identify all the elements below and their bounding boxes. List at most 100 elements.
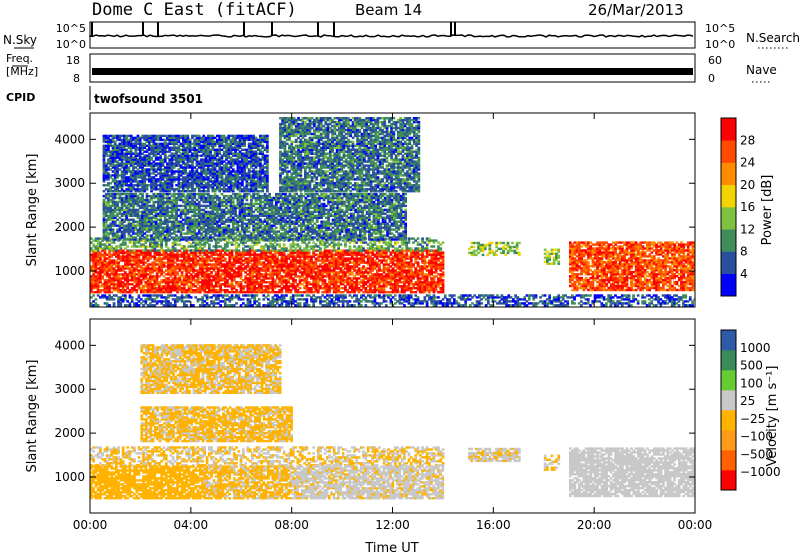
data-cell (234, 204, 237, 208)
data-cell (105, 265, 109, 268)
data-cell (108, 285, 111, 288)
data-cell (325, 263, 329, 266)
data-cell (248, 253, 252, 256)
data-cell (230, 263, 234, 266)
data-cell (391, 273, 395, 276)
data-cell (375, 261, 379, 264)
data-cell (332, 241, 336, 244)
data-cell (119, 243, 123, 246)
data-cell (260, 245, 263, 248)
data-cell (237, 269, 241, 272)
data-cell (227, 204, 231, 208)
data-cell (419, 285, 422, 288)
data-cell (104, 224, 108, 227)
data-cell (262, 251, 266, 254)
data-cell (355, 257, 359, 260)
data-cell (223, 285, 227, 288)
data-cell (389, 287, 393, 290)
data-cell (409, 279, 413, 282)
data-cell (430, 285, 433, 288)
data-cell (257, 277, 261, 280)
data-cell (400, 257, 404, 260)
data-cell (121, 243, 125, 246)
data-cell (173, 283, 177, 286)
data-cell (255, 273, 259, 276)
data-cell (353, 259, 356, 262)
data-cell (212, 277, 216, 280)
data-cell (160, 265, 163, 268)
data-cell (416, 277, 420, 280)
data-cell (305, 275, 309, 278)
data-cell (314, 253, 318, 256)
data-cell (129, 202, 133, 206)
data-cell (328, 285, 331, 288)
data-cell (378, 267, 381, 270)
data-cell (339, 291, 343, 294)
data-cell (237, 257, 241, 260)
data-cell (264, 251, 268, 254)
data-cell (146, 249, 150, 252)
data-cell (423, 265, 427, 268)
data-cell (387, 267, 390, 270)
data-cell (310, 269, 313, 272)
data-cell (255, 277, 259, 280)
data-cell (364, 267, 368, 270)
data-cell (203, 281, 207, 284)
data-cell (209, 210, 212, 214)
data-cell (396, 261, 399, 264)
data-cell (325, 285, 329, 288)
data-cell (153, 291, 157, 294)
data-cell (428, 269, 431, 272)
data-cell (375, 269, 379, 272)
data-cell (312, 261, 315, 264)
data-cell (228, 277, 232, 280)
data-cell (217, 277, 220, 280)
data-cell (371, 263, 374, 266)
data-cell (141, 214, 144, 217)
data-cell (273, 265, 277, 268)
data-cell (310, 275, 313, 278)
data-cell (394, 257, 397, 260)
data-cell (321, 283, 325, 286)
data-cell (196, 243, 200, 246)
data-cell (378, 251, 381, 254)
data-cell (102, 236, 106, 239)
data-cell (298, 291, 302, 294)
data-cell (185, 289, 188, 292)
data-cell (439, 289, 443, 292)
data-cell (142, 273, 145, 276)
data-cell (355, 283, 359, 286)
data-cell (182, 208, 185, 212)
data-cell (371, 249, 374, 252)
data-cell (314, 289, 318, 292)
data-cell (364, 269, 368, 272)
data-cell (344, 251, 347, 254)
data-cell (407, 263, 411, 266)
data-cell (366, 279, 370, 282)
data-cell (405, 271, 409, 274)
data-cell (180, 271, 184, 274)
data-cell (223, 283, 227, 286)
data-cell (210, 251, 213, 254)
data-cell (330, 245, 334, 248)
data-cell (162, 257, 166, 260)
data-cell (285, 263, 288, 266)
data-cell (355, 259, 359, 262)
data-cell (196, 291, 200, 294)
data-cell (132, 212, 135, 215)
data-cell (373, 255, 377, 258)
data-cell (371, 243, 374, 246)
data-cell (353, 277, 356, 280)
data-cell (312, 275, 315, 278)
data-cell (357, 269, 361, 272)
data-cell (185, 267, 188, 270)
data-cell (391, 261, 395, 264)
data-cell (144, 255, 148, 258)
data-cell (245, 234, 249, 237)
data-cell (96, 281, 100, 284)
data-cell (107, 238, 110, 241)
data-cell (101, 247, 104, 250)
data-cell (255, 265, 259, 268)
data-cell (173, 285, 177, 288)
data-cell (208, 259, 211, 262)
